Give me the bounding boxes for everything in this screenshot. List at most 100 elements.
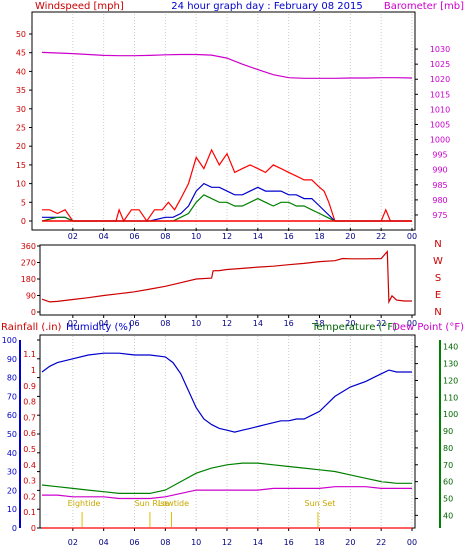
windspeed-tick-label: 35: [16, 86, 26, 95]
windspeed-tick-label: 0: [21, 217, 26, 226]
barometer-tick-label: 1030: [430, 45, 450, 54]
windspeed-tick-label: 25: [16, 124, 26, 133]
x-tick-label: 08: [160, 538, 170, 547]
rainfall-tick-label: 0.3: [23, 477, 36, 486]
annotation-label: Sun Set: [305, 499, 336, 508]
x-tick-label: 14: [253, 232, 263, 241]
temperature-tick-label: 70: [443, 461, 453, 470]
direction-tick-label: 0: [31, 308, 36, 317]
barometer-tick-label: 975: [432, 211, 447, 220]
x-tick-label: 18: [314, 319, 324, 328]
dewpoint-axis-label: Dew Point (°F): [392, 322, 464, 333]
humidity-tick-label: 30: [7, 468, 17, 477]
x-tick-label: 12: [222, 232, 232, 241]
rainfall-tick-label: 0.2: [23, 492, 36, 501]
panel3-rainfall-ticks: 0 0.1 0.2 0.3 0.4 0.5 0.6 0.7 0.8 0.9 1 1.1: [23, 350, 36, 533]
panel2-frame: [39, 244, 416, 316]
temperature-tick-label: 90: [443, 427, 453, 436]
barometer-tick-label: 1010: [430, 105, 450, 114]
panel1-series: [41, 51, 413, 223]
barometer-tick-label: 995: [432, 151, 447, 160]
x-tick-label: 18: [314, 538, 324, 547]
barometer-tick-label: 985: [432, 181, 447, 190]
x-tick-label: 08: [160, 319, 170, 328]
rainfall-tick-label: 0.5: [23, 445, 36, 454]
windspeed-axis-label: Windspeed [mph]: [35, 1, 124, 12]
x-tick-label: 02: [68, 319, 78, 328]
panel3-series: [41, 352, 412, 529]
windspeed-tick-label: 40: [16, 67, 26, 76]
x-tick-label: 06: [129, 232, 139, 241]
x-tick-label: 22: [376, 232, 386, 241]
annotation-label: Eightide: [68, 499, 101, 508]
barometer-tick-label: 980: [432, 196, 447, 205]
panel-humidity-temperature: Rainfall (.in) Humidity (%) Temperature …: [1, 322, 464, 547]
windspeed-tick-label: 20: [16, 142, 26, 151]
x-tick-label: 04: [99, 319, 109, 328]
rainfall-tick-label: 0.7: [23, 413, 36, 422]
temperature-tick-label: 80: [443, 444, 453, 453]
temperature-tick-label: 140: [443, 343, 458, 352]
compass-label: S: [435, 273, 441, 284]
series-line-dew-point: [42, 486, 412, 500]
panel2-series: [41, 249, 412, 305]
x-tick-label: 22: [376, 538, 386, 547]
x-tick-label: 20: [345, 319, 355, 328]
chart-title: 24 hour graph day : February 08 2015: [171, 1, 362, 12]
humidity-axis-label: Humidity (%): [66, 322, 132, 333]
direction-tick-label: 180: [21, 275, 36, 284]
barometer-tick-label: 990: [432, 166, 447, 175]
panel1-frame: [31, 11, 416, 231]
panel3-x-ticks: 02 04 06 08 10 12 14 16 18 20 22 00: [68, 336, 417, 547]
x-tick-label: 14: [253, 319, 263, 328]
series-line-humidity: [41, 352, 412, 433]
x-tick-label: 14: [253, 538, 263, 547]
x-tick-label: 20: [345, 538, 355, 547]
humidity-tick-label: 60: [7, 411, 17, 420]
compass-label: N: [434, 239, 441, 250]
humidity-tick-label: 20: [7, 486, 17, 495]
humidity-tick-label: 50: [7, 430, 17, 439]
temperature-tick-label: 100: [443, 410, 458, 419]
compass-label: E: [435, 290, 441, 301]
barometer-tick-label: 1005: [430, 120, 450, 129]
temperature-tick-label: 130: [443, 360, 458, 369]
temperature-tick-label: 110: [443, 393, 458, 402]
direction-tick-label: 90: [26, 292, 36, 301]
humidity-tick-label: 90: [7, 355, 17, 364]
rainfall-tick-label: 1: [31, 366, 36, 375]
direction-tick-label: 360: [21, 242, 36, 251]
annotation-label: Lowtide: [158, 499, 189, 508]
rainfall-tick-label: 0.9: [23, 382, 36, 391]
x-tick-label: 00: [407, 319, 417, 328]
compass-label: N: [434, 307, 441, 318]
barometer-tick-label: 1015: [430, 90, 450, 99]
barometer-axis-label: Barometer [mb]: [384, 1, 464, 12]
x-tick-label: 12: [222, 319, 232, 328]
x-tick-label: 08: [160, 232, 170, 241]
windspeed-tick-label: 10: [16, 180, 26, 189]
temperature-tick-label: 60: [443, 478, 453, 487]
x-tick-label: 16: [284, 232, 294, 241]
windspeed-tick-label: 15: [16, 161, 26, 170]
x-tick-label: 10: [191, 319, 201, 328]
annotation-label: Sun Rise: [135, 499, 170, 508]
x-tick-label: 12: [222, 538, 232, 547]
series-line-barometer: [41, 51, 413, 79]
direction-tick-label: 270: [21, 259, 36, 268]
barometer-tick-label: 1020: [430, 75, 450, 84]
temperature-tick-label: 40: [443, 511, 453, 520]
panel2-x-ticks: 02 04 06 08 10 12 14 16 18 20 22 00: [68, 315, 417, 328]
panel2-direction-ticks: 0 90 180 270 360: [21, 242, 40, 317]
x-tick-label: 00: [407, 538, 417, 547]
rainfall-tick-label: 1.1: [23, 350, 36, 359]
x-tick-label: 10: [191, 232, 201, 241]
humidity-tick-label: 100: [2, 336, 17, 345]
compass-label: W: [433, 256, 443, 267]
windspeed-tick-label: 50: [16, 30, 26, 39]
x-tick-label: 00: [407, 232, 417, 241]
humidity-tick-label: 0: [12, 524, 17, 533]
